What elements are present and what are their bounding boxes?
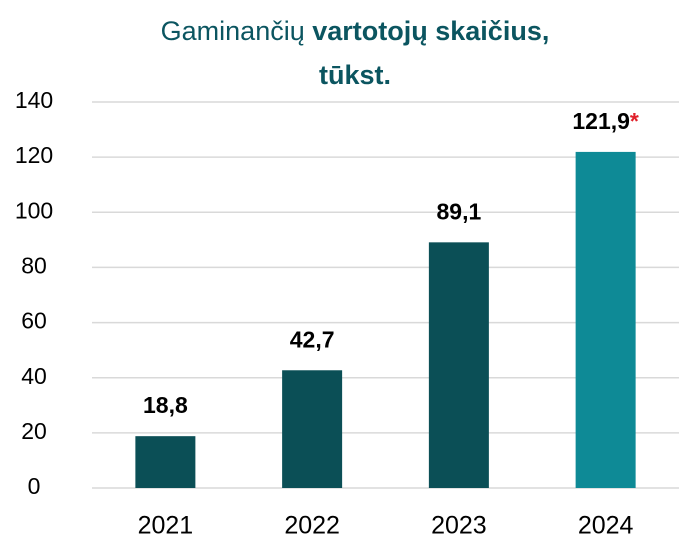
y-tick-label: 0	[28, 473, 41, 499]
y-tick-label: 80	[21, 253, 47, 279]
y-tick-label: 120	[15, 142, 53, 168]
value-label-text: 18,8	[143, 392, 188, 418]
value-label: 121,9*	[572, 108, 639, 134]
y-tick-label: 140	[15, 87, 53, 113]
chart-title-bold: tūkst.	[319, 60, 391, 90]
bar	[428, 242, 489, 488]
bar	[135, 436, 196, 488]
bar	[575, 151, 636, 488]
y-tick-label: 40	[21, 363, 47, 389]
value-label: 18,8	[143, 392, 188, 418]
value-label-text: 42,7	[290, 326, 335, 352]
annotation: *	[630, 108, 639, 134]
x-tick-label: 2024	[578, 512, 634, 540]
x-tick-label: 2021	[138, 512, 194, 540]
value-label: 42,7	[290, 326, 335, 352]
x-tick-label: 2022	[284, 512, 340, 540]
chart-title-line: Gaminančių vartotojų skaičius,	[161, 16, 550, 46]
value-label: 89,1	[436, 198, 481, 224]
value-label-text: 89,1	[436, 198, 481, 224]
y-tick-label: 20	[21, 418, 47, 444]
y-tick-label: 100	[15, 197, 53, 223]
chart-title-regular: Gaminančių	[161, 16, 305, 46]
value-label-text: 121,9	[572, 108, 630, 134]
chart-title-bold: vartotojų skaičius,	[312, 16, 549, 46]
y-tick-label: 60	[21, 308, 47, 334]
bar	[282, 370, 343, 488]
x-tick-label: 2023	[431, 512, 487, 540]
